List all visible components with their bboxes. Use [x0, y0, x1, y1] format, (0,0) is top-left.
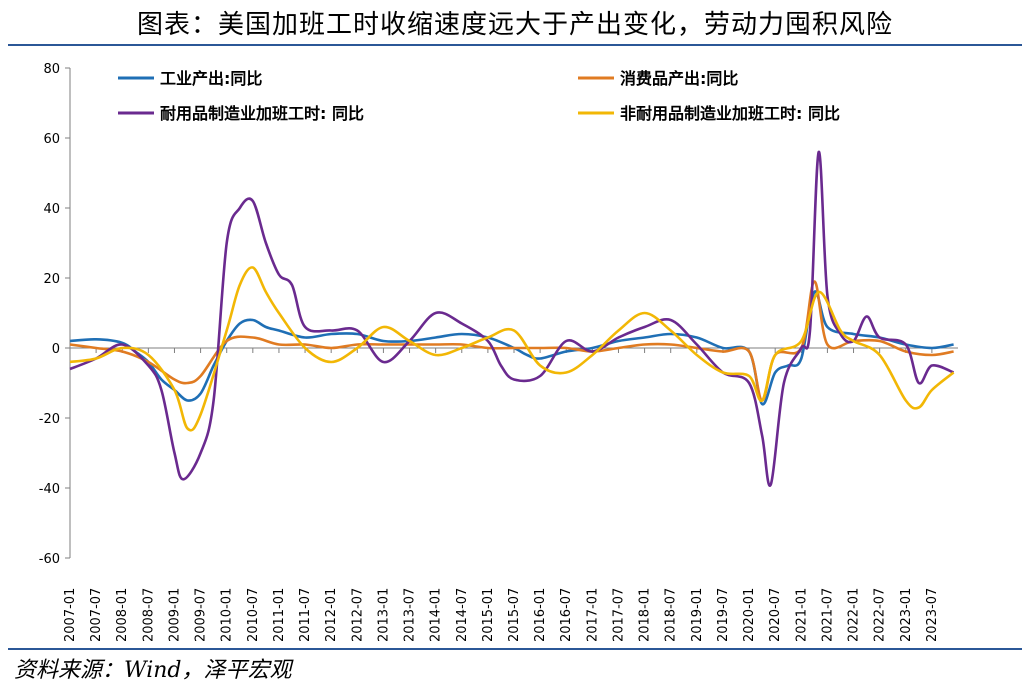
- x-tick-label: 2019-07: [716, 588, 731, 642]
- y-tick-label: 40: [43, 202, 60, 217]
- chart-series: [69, 150, 955, 487]
- x-tick-label: 2007-01: [63, 588, 78, 642]
- legend-label: 非耐用品制造业加班工时: 同比: [620, 104, 840, 123]
- x-tick-label: 2019-01: [690, 588, 705, 642]
- y-tick-label: 0: [52, 342, 60, 357]
- x-tick-label: 2016-01: [533, 588, 548, 642]
- x-tick-label: 2018-07: [664, 588, 679, 642]
- x-tick-label: 2010-01: [220, 588, 235, 642]
- x-tick-label: 2013-01: [376, 588, 391, 642]
- x-tick-label: 2011-07: [298, 588, 313, 642]
- x-tick-label: 2022-01: [847, 588, 862, 642]
- series-line-4: [69, 266, 955, 432]
- source-note: 资料来源：Wind，泽平宏观: [14, 658, 292, 683]
- series-line-2: [69, 280, 954, 402]
- x-tick-label: 2015-07: [507, 588, 522, 642]
- x-tick-label: 2009-01: [167, 588, 182, 642]
- legend-label: 工业产出:同比: [160, 69, 262, 88]
- x-tick-label: 2008-01: [115, 588, 130, 642]
- x-tick-label: 2011-01: [272, 588, 287, 642]
- x-tick-label: 2008-07: [141, 588, 156, 642]
- x-tick-label: 2014-01: [429, 588, 444, 642]
- x-tick-label: 2021-01: [794, 588, 809, 642]
- x-tick-label: 2007-07: [89, 588, 104, 642]
- x-axis-ticks: 2007-01 2007-07 2008-01 2008-07 2009-01 2009-…: [63, 348, 940, 642]
- x-tick-label: 2010-07: [246, 588, 261, 642]
- y-axis-ticks: -60 -40 -20 0 20 40 60 80: [39, 62, 70, 567]
- title-divider: [8, 44, 1022, 46]
- chart-axes: [69, 68, 958, 558]
- x-tick-label: 2018-01: [638, 588, 653, 642]
- x-tick-label: 2013-07: [403, 588, 418, 642]
- x-tick-label: 2020-07: [768, 588, 783, 642]
- x-tick-label: 2012-07: [350, 588, 365, 642]
- y-tick-label: 20: [43, 272, 60, 287]
- x-tick-label: 2015-01: [481, 588, 496, 642]
- x-tick-label: 2014-07: [455, 588, 470, 642]
- x-tick-label: 2023-01: [899, 588, 914, 642]
- y-tick-label: 60: [43, 132, 60, 147]
- y-tick-label: -20: [39, 412, 60, 427]
- x-tick-label: 2020-01: [742, 588, 757, 642]
- x-tick-label: 2021-07: [820, 588, 835, 642]
- legend-label: 消费品产出:同比: [620, 69, 738, 88]
- legend-label: 耐用品制造业加班工时: 同比: [160, 104, 364, 123]
- y-tick-label: -40: [39, 482, 60, 497]
- x-tick-label: 2023-07: [925, 588, 940, 642]
- x-tick-label: 2016-07: [559, 588, 574, 642]
- y-tick-label: 80: [43, 62, 60, 77]
- series-line-3: [69, 150, 955, 487]
- x-tick-label: 2009-07: [194, 588, 209, 642]
- y-tick-label: -60: [39, 552, 60, 567]
- x-tick-label: 2022-07: [873, 588, 888, 642]
- footer-divider: [8, 648, 1022, 650]
- page-title: 图表：美国加班工时收缩速度远大于产出变化，劳动力囤积风险: [136, 10, 893, 40]
- x-tick-label: 2012-01: [324, 588, 339, 642]
- x-tick-label: 2017-07: [611, 588, 626, 642]
- x-tick-label: 2017-01: [585, 588, 600, 642]
